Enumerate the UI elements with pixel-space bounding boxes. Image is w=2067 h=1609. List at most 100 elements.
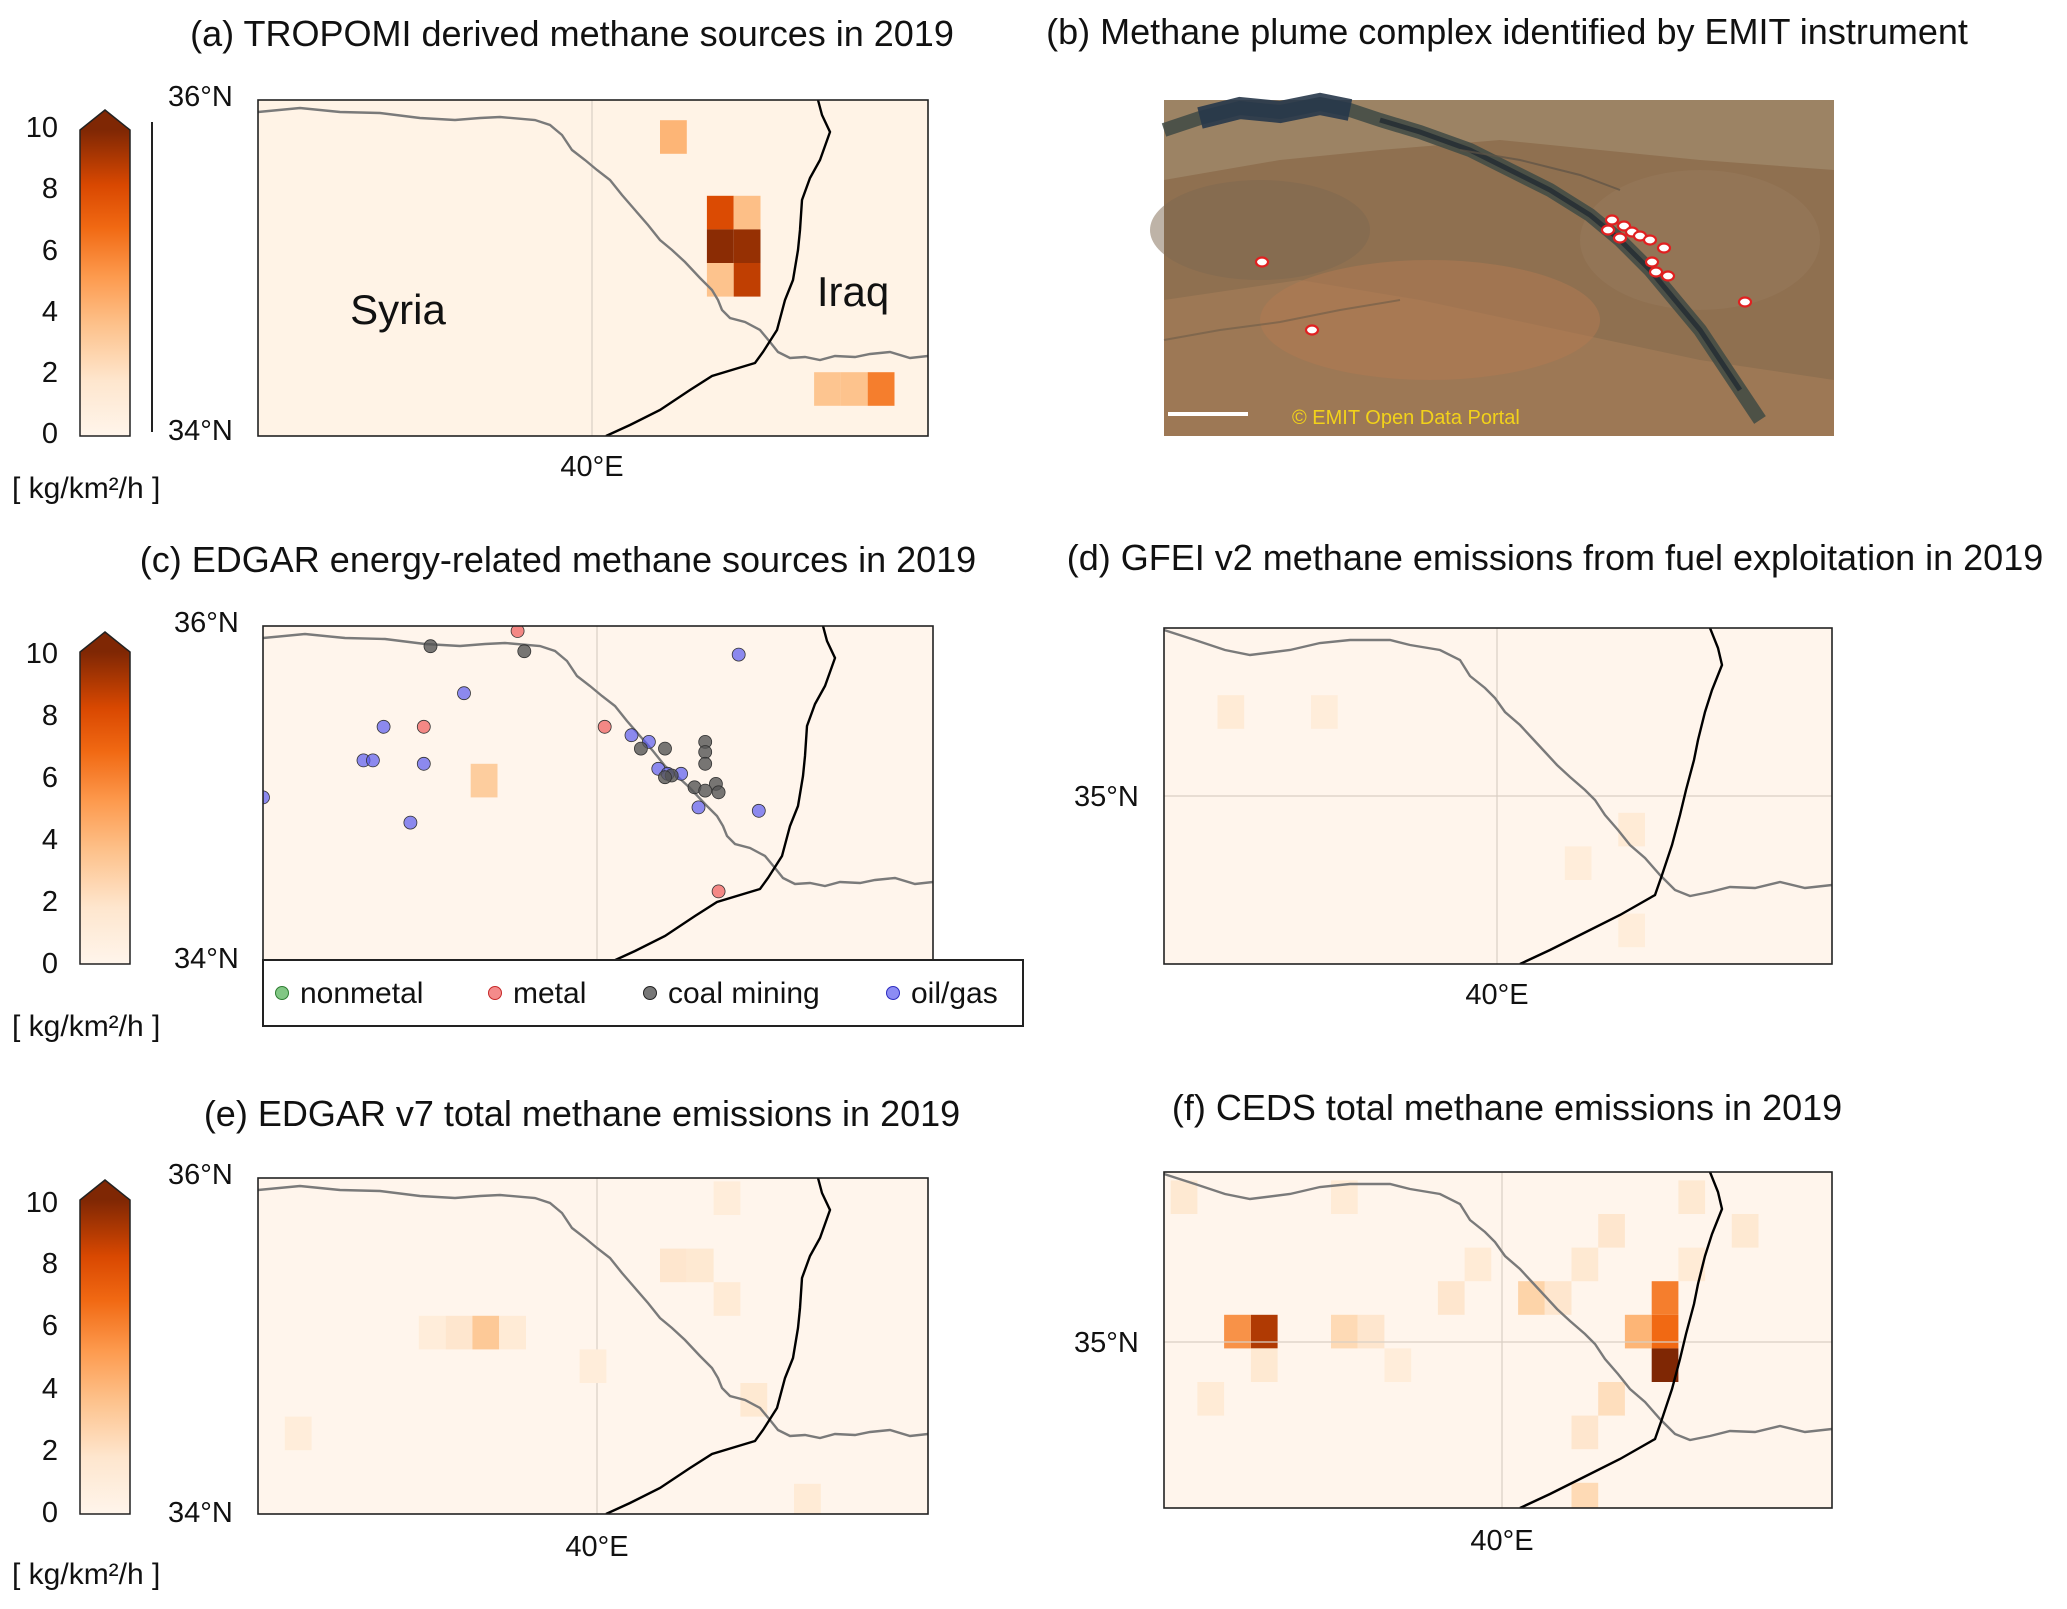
panel-c-legend: nonmetal metal coal mining oil/gas [262, 959, 1024, 1027]
panel-f-lon-label: 40°E [1470, 1525, 1533, 1557]
panel-e-background [258, 1178, 928, 1514]
emission-cell [814, 372, 841, 406]
emission-cell [713, 1282, 741, 1316]
panel-b-credit: © EMIT Open Data Portal [1292, 407, 1520, 429]
emission-cell [1217, 695, 1245, 729]
emission-cell [1651, 1348, 1679, 1382]
panel-c-title: (c) EDGAR energy-related methane sources… [140, 539, 976, 580]
euphrates-river [258, 106, 928, 362]
emission-cell [1564, 846, 1592, 880]
plume-marker [1656, 242, 1672, 254]
source-point-coal-mining [711, 785, 726, 800]
colorbar-c-tick: 6 [42, 762, 58, 794]
methane-plumes [1254, 214, 1753, 336]
emission-cell [1651, 1281, 1679, 1315]
colorbar-e: 10 8 6 4 2 0 [ kg/km²/h ] [12, 1179, 160, 1591]
panel-a-lat-label-bottom: 34°N [168, 415, 233, 447]
colorbar-c-tick: 10 [26, 638, 58, 670]
colorbar-c-ticks: 10 8 6 4 2 0 [26, 638, 58, 980]
emission-cell [1618, 812, 1645, 847]
country-label-syria: Syria [350, 286, 446, 333]
source-point-metal [711, 884, 726, 899]
emission-cell [1331, 1314, 1358, 1349]
euphrates-river [1164, 1172, 1832, 1442]
emission-cell [733, 263, 761, 297]
plume-marker [1254, 256, 1270, 268]
colorbar-e-tick: 10 [26, 1187, 58, 1219]
emission-cell [733, 195, 761, 230]
legend-item-coal-mining: coal mining [643, 977, 820, 1010]
panel-b-title: (b) Methane plume complex identified by … [1046, 11, 1968, 52]
panel-b: (b) Methane plume complex identified by … [1046, 11, 1968, 436]
panel-a-cells [660, 120, 895, 406]
panel-d-frame [1163, 627, 1833, 965]
panel-c-points [263, 626, 766, 899]
euphrates-river [1164, 628, 1832, 898]
plume-marker [1604, 214, 1620, 226]
emission-cell [867, 372, 895, 406]
colorbar-c-tick: 4 [42, 824, 58, 856]
panel-a-map [258, 100, 928, 436]
source-point-oil-gas [403, 815, 418, 830]
emission-cell [499, 1315, 526, 1350]
emission-cell [1518, 1281, 1545, 1315]
panel-f-cells [1170, 1180, 1759, 1508]
panel-e: (e) EDGAR v7 total methane emissions in … [12, 1093, 960, 1591]
emission-cell [1357, 1314, 1385, 1349]
legend-marker-coal-mining [643, 986, 657, 1000]
panel-d-title: (d) GFEI v2 methane emissions from fuel … [1067, 537, 2043, 578]
emission-cell [840, 372, 868, 406]
emission-cell [686, 1248, 714, 1283]
emission-cell [713, 1181, 741, 1215]
emission-cell [660, 120, 687, 154]
euphrates-river [258, 1184, 928, 1440]
panel-a-lon-label: 40°E [560, 451, 623, 483]
colorbar-e-unit: [ kg/km²/h ] [12, 1558, 160, 1591]
emission-cell [794, 1483, 821, 1514]
colorbar-e-tick: 8 [42, 1248, 58, 1280]
panel-a-lat-label-top: 36°N [168, 81, 233, 113]
source-point-oil-gas [457, 686, 471, 701]
legend-marker-metal [488, 986, 502, 1000]
plume-marker [1642, 234, 1658, 246]
emission-cell [1598, 1382, 1625, 1416]
emission-cell [1250, 1314, 1278, 1349]
source-point-coal-mining [423, 639, 438, 654]
panel-c-cells [470, 763, 498, 798]
panel-c-lat-label-bottom: 34°N [174, 943, 239, 975]
plume-marker [1648, 266, 1664, 278]
panel-d-lat-label: 35°N [1074, 781, 1139, 813]
emission-cell [1624, 1314, 1652, 1349]
source-point-coal-mining [698, 783, 713, 798]
colorbar-a-unit: [ kg/km²/h ] [12, 472, 160, 505]
source-point-coal-mining [658, 741, 672, 756]
legend-item-oil-gas: oil/gas [886, 977, 998, 1010]
panel-a-frame [257, 99, 929, 437]
colorbar-a-tick: 6 [42, 235, 58, 267]
emission-cell [660, 1248, 687, 1283]
emission-cell [472, 1315, 500, 1350]
colorbar-c-ramp [80, 652, 130, 964]
source-point-coal-mining [517, 644, 532, 659]
legend-label-oil-gas: oil/gas [911, 977, 998, 1010]
emission-cell [284, 1416, 312, 1451]
colorbar-a-tick: 10 [26, 112, 58, 144]
colorbar-c-tick: 0 [42, 948, 58, 980]
source-point-oil-gas [691, 800, 706, 815]
panel-d-cells [1217, 695, 1645, 948]
colorbar-a-tick: 8 [42, 173, 58, 205]
country-label-iraq: Iraq [817, 268, 889, 315]
emission-cell [1571, 1247, 1599, 1282]
emission-cell [733, 229, 761, 263]
panel-d-lon-label: 40°E [1465, 979, 1528, 1011]
emission-cell [1678, 1180, 1706, 1214]
scale-bar [1168, 412, 1248, 416]
panel-d-map [1164, 628, 1832, 964]
source-point-oil-gas [263, 790, 270, 805]
panel-e-frame [257, 1177, 929, 1515]
plume-marker [1612, 232, 1628, 244]
source-point-oil-gas [751, 803, 766, 818]
emission-cell [445, 1315, 473, 1350]
panel-f: (f) CEDS total methane emissions in 2019… [1074, 1087, 1842, 1557]
